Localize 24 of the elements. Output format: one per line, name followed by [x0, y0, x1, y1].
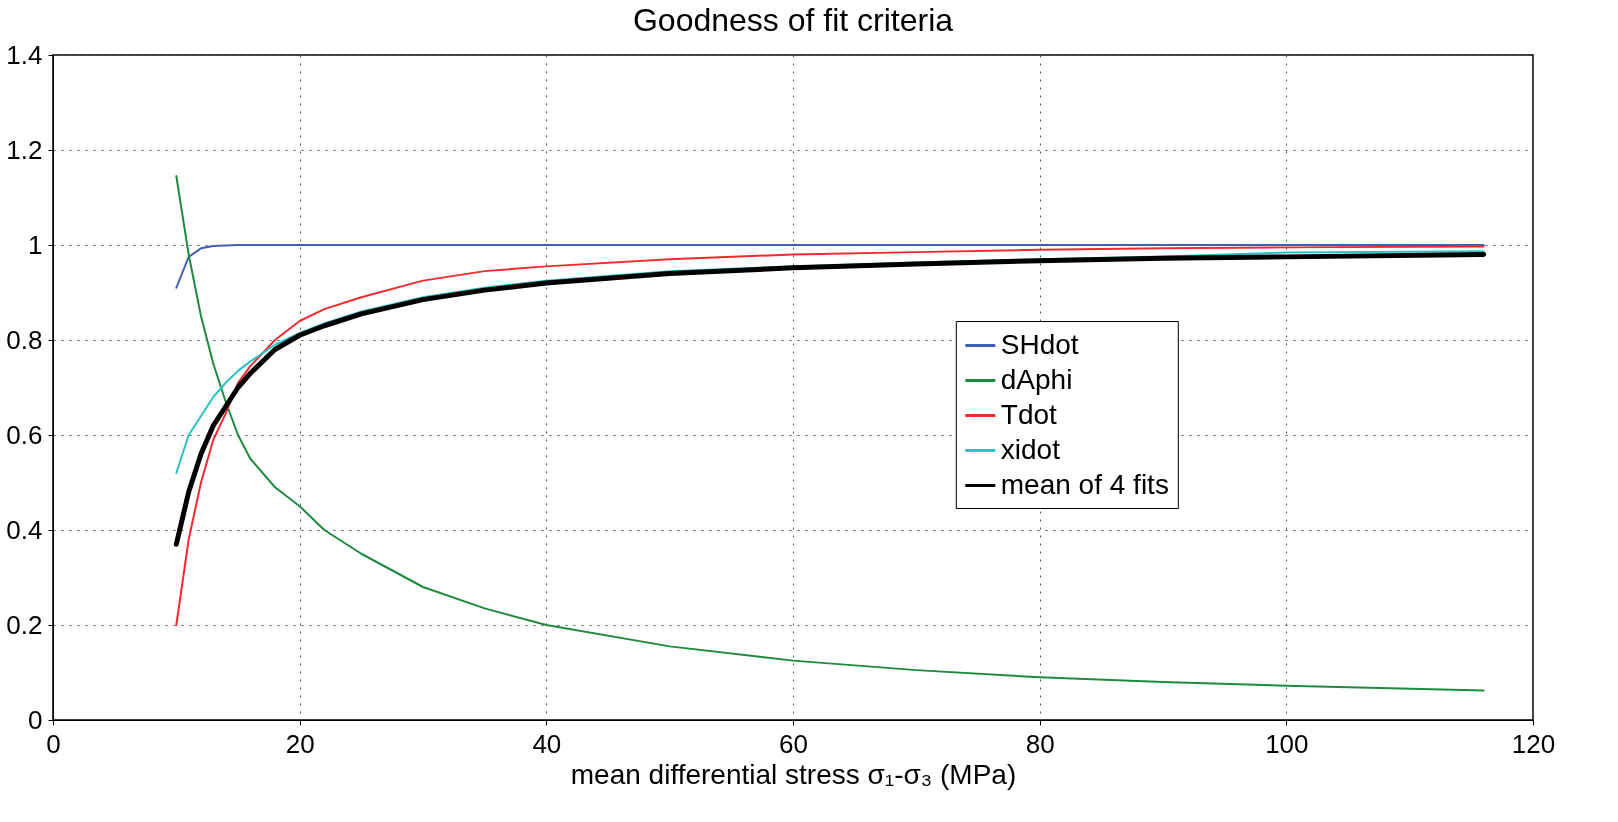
y-tick-label: 0	[28, 704, 43, 735]
y-tick-label: 0.2	[6, 609, 43, 640]
legend-label: SHdot	[1000, 328, 1079, 360]
y-tick-label: 1.2	[6, 134, 43, 165]
y-tick-label: 1.4	[6, 39, 43, 70]
legend-label: Tdot	[1000, 398, 1058, 430]
chart-title: Goodness of fit criteria	[632, 2, 954, 38]
x-tick-label: 60	[779, 728, 808, 759]
x-tick-label: 120	[1511, 728, 1556, 759]
x-tick-label: 100	[1265, 728, 1309, 759]
line-series	[175, 175, 1485, 692]
x-tick-label: 80	[1025, 728, 1055, 759]
y-tick-label: 0.6	[6, 419, 43, 450]
y-tick-label: 0.4	[6, 514, 43, 545]
legend-label: mean of 4 fits	[1000, 468, 1169, 500]
y-tick-label: 1	[28, 229, 43, 260]
x-tick-label: 40	[532, 728, 562, 759]
x-tick-label: 20	[285, 728, 315, 759]
x-axis-title: mean differential stress σ₁-σ₃ (MPa)	[570, 758, 1017, 790]
legend-label: xidot	[1000, 433, 1061, 465]
y-tick-label: 0.8	[6, 324, 43, 355]
legend-label: dAphi	[1000, 363, 1073, 395]
line-series	[175, 244, 1485, 289]
line-series	[175, 245, 1485, 626]
